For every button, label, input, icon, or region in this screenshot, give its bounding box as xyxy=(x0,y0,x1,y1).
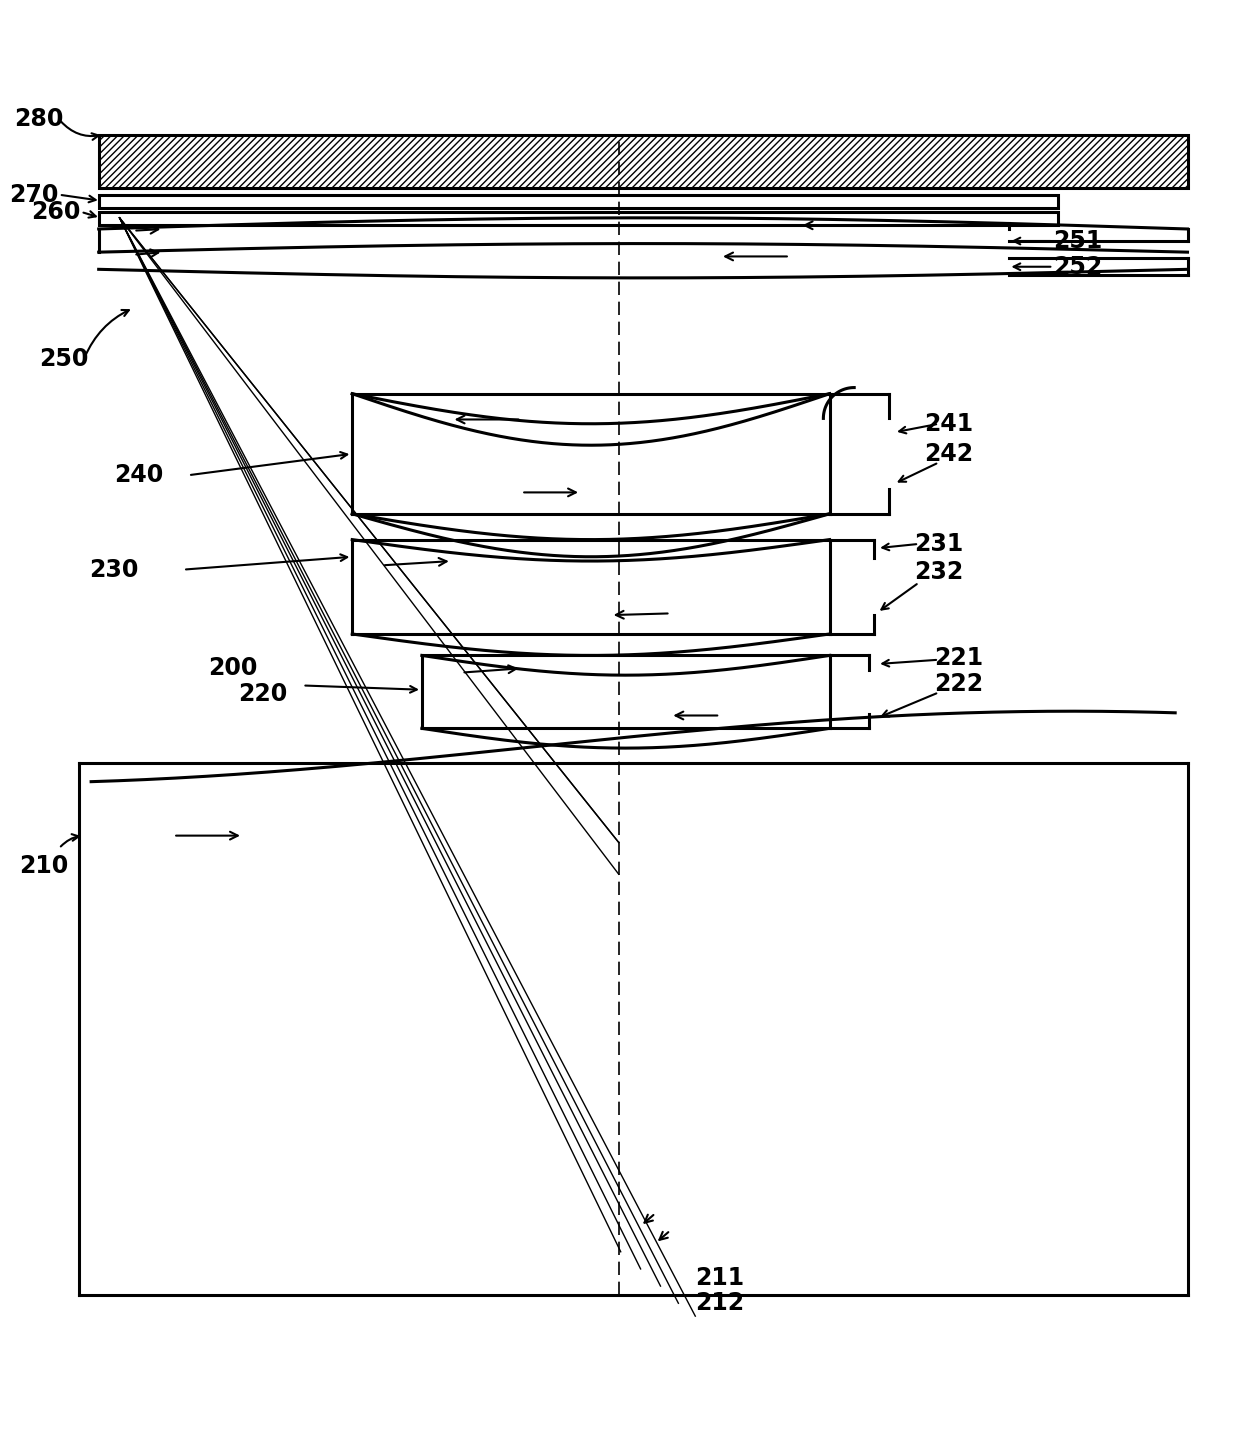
Text: 220: 220 xyxy=(238,683,288,706)
Bar xyxy=(99,135,1188,188)
Text: 242: 242 xyxy=(924,441,973,466)
Text: 250: 250 xyxy=(40,348,88,371)
Text: 252: 252 xyxy=(1054,254,1102,279)
Text: 270: 270 xyxy=(10,182,58,207)
Bar xyxy=(99,211,1058,224)
Text: 230: 230 xyxy=(89,558,139,582)
Bar xyxy=(99,194,1058,207)
Text: 260: 260 xyxy=(31,200,81,224)
Text: 232: 232 xyxy=(914,560,963,585)
Text: 240: 240 xyxy=(114,463,164,487)
Text: 251: 251 xyxy=(1054,228,1102,253)
Text: 212: 212 xyxy=(696,1292,745,1315)
Text: 280: 280 xyxy=(15,108,63,131)
Text: 210: 210 xyxy=(20,854,68,878)
Text: 231: 231 xyxy=(914,532,963,556)
Text: 211: 211 xyxy=(696,1266,745,1289)
Text: 200: 200 xyxy=(208,657,258,680)
Text: 241: 241 xyxy=(924,412,973,435)
Text: 221: 221 xyxy=(934,647,983,670)
Text: 222: 222 xyxy=(934,671,983,696)
